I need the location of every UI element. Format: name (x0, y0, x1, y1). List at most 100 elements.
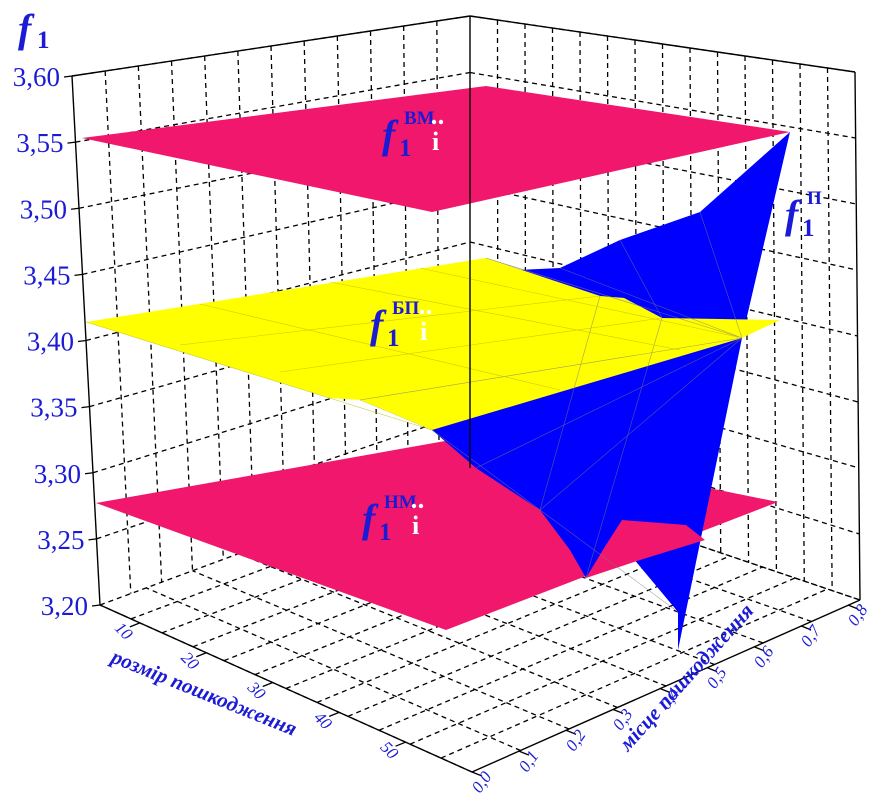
right-wall-top (469, 15, 856, 73)
z-tick-label-3: 3,35 (30, 393, 77, 423)
x-axis-line (99, 604, 473, 773)
grid-v-right-11 (771, 59, 778, 572)
surface-label-sup: НМ (384, 492, 417, 513)
surface-label-mark: і (412, 511, 419, 540)
mesh-line-5 (585, 317, 663, 579)
y-tick-mark-1 (518, 750, 530, 756)
plane-nm-front-patch (586, 520, 705, 578)
y-tick-mark-3 (612, 708, 624, 714)
z-axis-title: f (18, 6, 35, 51)
x-tick-label-0: 10 (111, 618, 137, 644)
y-tick-label-7: 0,7 (797, 621, 826, 651)
z-tick-label-7: 3,55 (16, 128, 63, 158)
x-tick-mark-1 (196, 652, 207, 658)
mesh-line-8 (619, 239, 663, 319)
z-tick-label-6: 3,50 (20, 194, 67, 224)
z-tick-mark-4 (77, 339, 87, 343)
mesh-line-2 (431, 429, 679, 613)
grid-floor-x-7 (316, 544, 698, 704)
z-axis-title-sub: 1 (37, 27, 50, 54)
surface-label-sub: 1 (387, 325, 400, 352)
x-axis-title: розмір пошкодження (106, 644, 300, 741)
z-tick-label-4: 3,40 (27, 327, 74, 357)
surface-label-symbol: f (785, 192, 802, 237)
surface-label-sub: 1 (399, 135, 412, 162)
surface-label-mark-dot-2 (418, 503, 424, 509)
surface-label-бп: f 1 БПі (370, 298, 432, 352)
left-wall-top (71, 15, 471, 77)
bp-mesh-line-3 (419, 267, 743, 339)
surface-label-symbol: f (362, 496, 379, 541)
bp-mesh-line-0 (85, 321, 433, 431)
z-tick-mark-7 (67, 141, 76, 144)
x-tick-mark-4 (395, 741, 406, 747)
surface-label-mark-dot-1 (419, 309, 425, 315)
surface-label-sub: 1 (379, 519, 392, 546)
y-tick-mark-7 (800, 625, 812, 631)
y-axis-line (471, 599, 861, 773)
x-tick-mark-3 (328, 711, 340, 717)
mesh-line-6 (359, 337, 743, 401)
plane-vm (82, 86, 790, 212)
grid-v-right-13 (826, 67, 833, 591)
surface-label-sup: БП (392, 298, 420, 319)
surface-label-вм: f 1 ВМі (382, 108, 444, 162)
z-tick-mark-3 (81, 405, 90, 409)
surface-label-mark-dot-2 (438, 119, 444, 125)
z-tick-mark-0 (91, 604, 101, 607)
surface-label-п: f 1 П (785, 188, 822, 242)
mesh-line-0 (485, 257, 743, 339)
grid-floor-x-5 (254, 522, 633, 676)
bp-mesh-line-2 (329, 281, 681, 351)
surfaces (82, 86, 790, 650)
surface-label-mark-dot-2 (426, 309, 432, 315)
z-tick-label-5: 3,45 (23, 260, 70, 290)
grid-floor-x-10 (409, 577, 796, 745)
surface-label-sub: 1 (802, 215, 815, 242)
grid-z-right-7 (469, 71, 856, 139)
grid-v-left-8 (336, 35, 348, 514)
y-tick-mark-8 (847, 604, 859, 610)
surface-label-symbol: f (382, 112, 399, 157)
grid-v-left-9 (369, 30, 379, 503)
right-wall-edge (854, 71, 861, 601)
axis-frame (63, 15, 861, 777)
z-tick-mark-2 (84, 472, 94, 475)
grid-z-left-3 (89, 297, 471, 408)
z-tick-label-1: 3,25 (37, 525, 84, 555)
z-tick-label-8: 3,60 (13, 62, 60, 92)
surface-label-mark-dot-1 (431, 119, 437, 125)
y-axis-title: місце пошкодження (613, 599, 758, 756)
mesh-line-4 (539, 295, 601, 511)
grid-z-right-0 (469, 467, 861, 601)
surface-mesh (85, 211, 743, 613)
grid-z-right-5 (469, 184, 858, 271)
y-tick-mark-5 (706, 667, 718, 673)
surface-label-sup: ВМ (404, 108, 435, 129)
surface-label-mark-dot-1 (411, 503, 417, 509)
plane-bp (86, 258, 780, 430)
surface-label-symbol: f (370, 302, 387, 347)
surface-label-sup: П (807, 188, 822, 209)
grid-floor-x-11 (440, 588, 828, 759)
mesh-line-7 (559, 267, 743, 339)
z-tick-label-0: 3,20 (41, 591, 88, 621)
y-tick-mark-6 (753, 646, 765, 652)
z-tick-mark-5 (74, 273, 83, 277)
x-tick-label-4: 50 (377, 738, 403, 764)
surface-label-нм: f 1 НМі (362, 492, 424, 546)
y-tick-mark-0 (471, 771, 483, 777)
x-tick-label-3: 40 (310, 708, 336, 734)
surface-label-mark: і (432, 127, 439, 156)
mesh-line-9 (699, 211, 743, 339)
x-tick-mark-2 (262, 681, 273, 688)
z-tick-mark-8 (63, 75, 73, 78)
x-tick-mark-0 (129, 622, 141, 628)
bp-mesh-line-1 (199, 303, 561, 391)
mesh-line-1 (475, 337, 743, 469)
z-tick-label-2: 3,30 (34, 459, 81, 489)
surface-p-upper (486, 132, 790, 338)
y-tick-mark-2 (565, 729, 577, 735)
